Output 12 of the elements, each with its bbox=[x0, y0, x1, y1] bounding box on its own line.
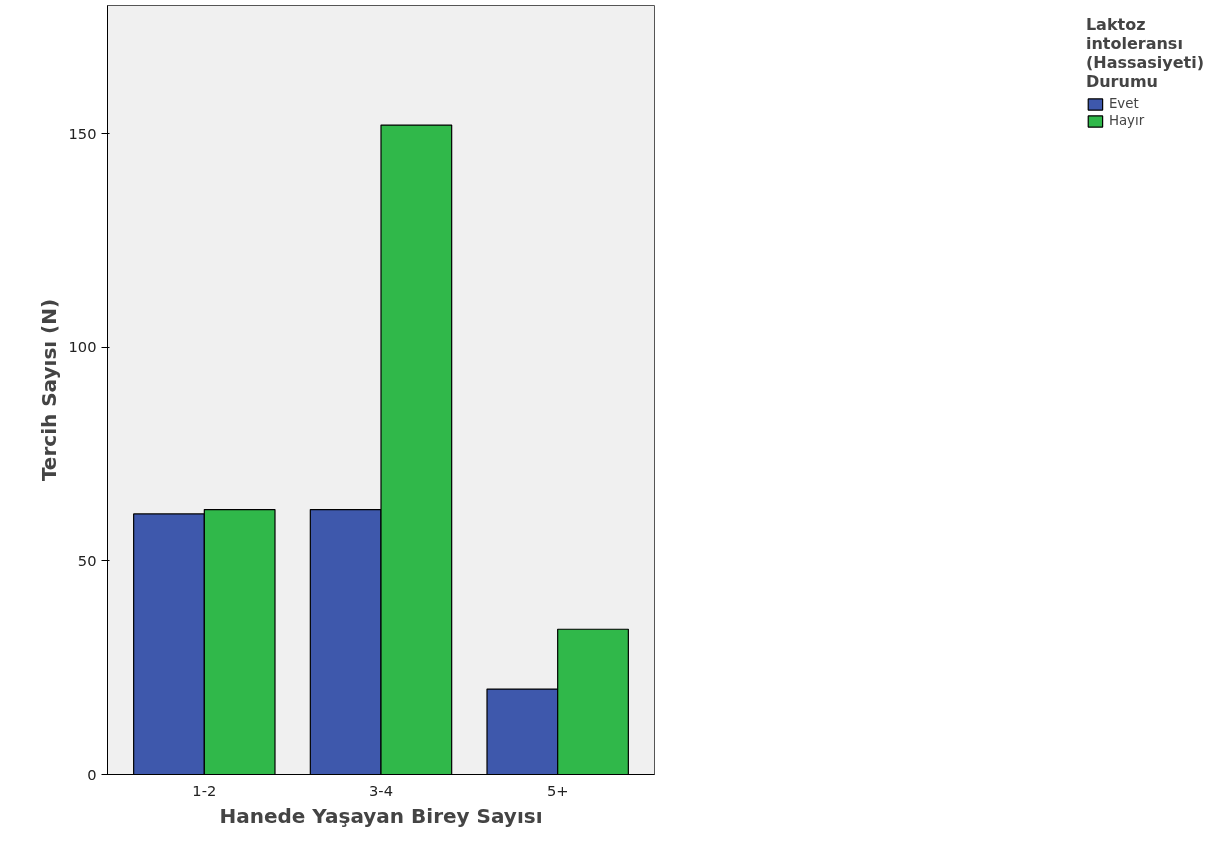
x-tick-label: 5+ bbox=[546, 781, 569, 799]
x-tick-label: 3-4 bbox=[369, 781, 393, 799]
x-axis-title: Hanede Yaşayan Birey Sayısı bbox=[219, 803, 543, 828]
legend-label: Hayır bbox=[1108, 113, 1145, 128]
y-tick-label: 50 bbox=[77, 551, 97, 569]
y-tick-label: 0 bbox=[87, 765, 97, 783]
y-tick-label: 100 bbox=[68, 338, 97, 356]
x-tick-label: 1-2 bbox=[192, 781, 217, 799]
legend-title: Laktoz intoleransı (Hassasiyeti) Durumu bbox=[1085, 15, 1204, 91]
y-axis-title: Tercih Sayısı (N) bbox=[36, 298, 61, 482]
legend-label: Evet bbox=[1108, 96, 1139, 111]
y-tick-label: 150 bbox=[68, 124, 97, 142]
